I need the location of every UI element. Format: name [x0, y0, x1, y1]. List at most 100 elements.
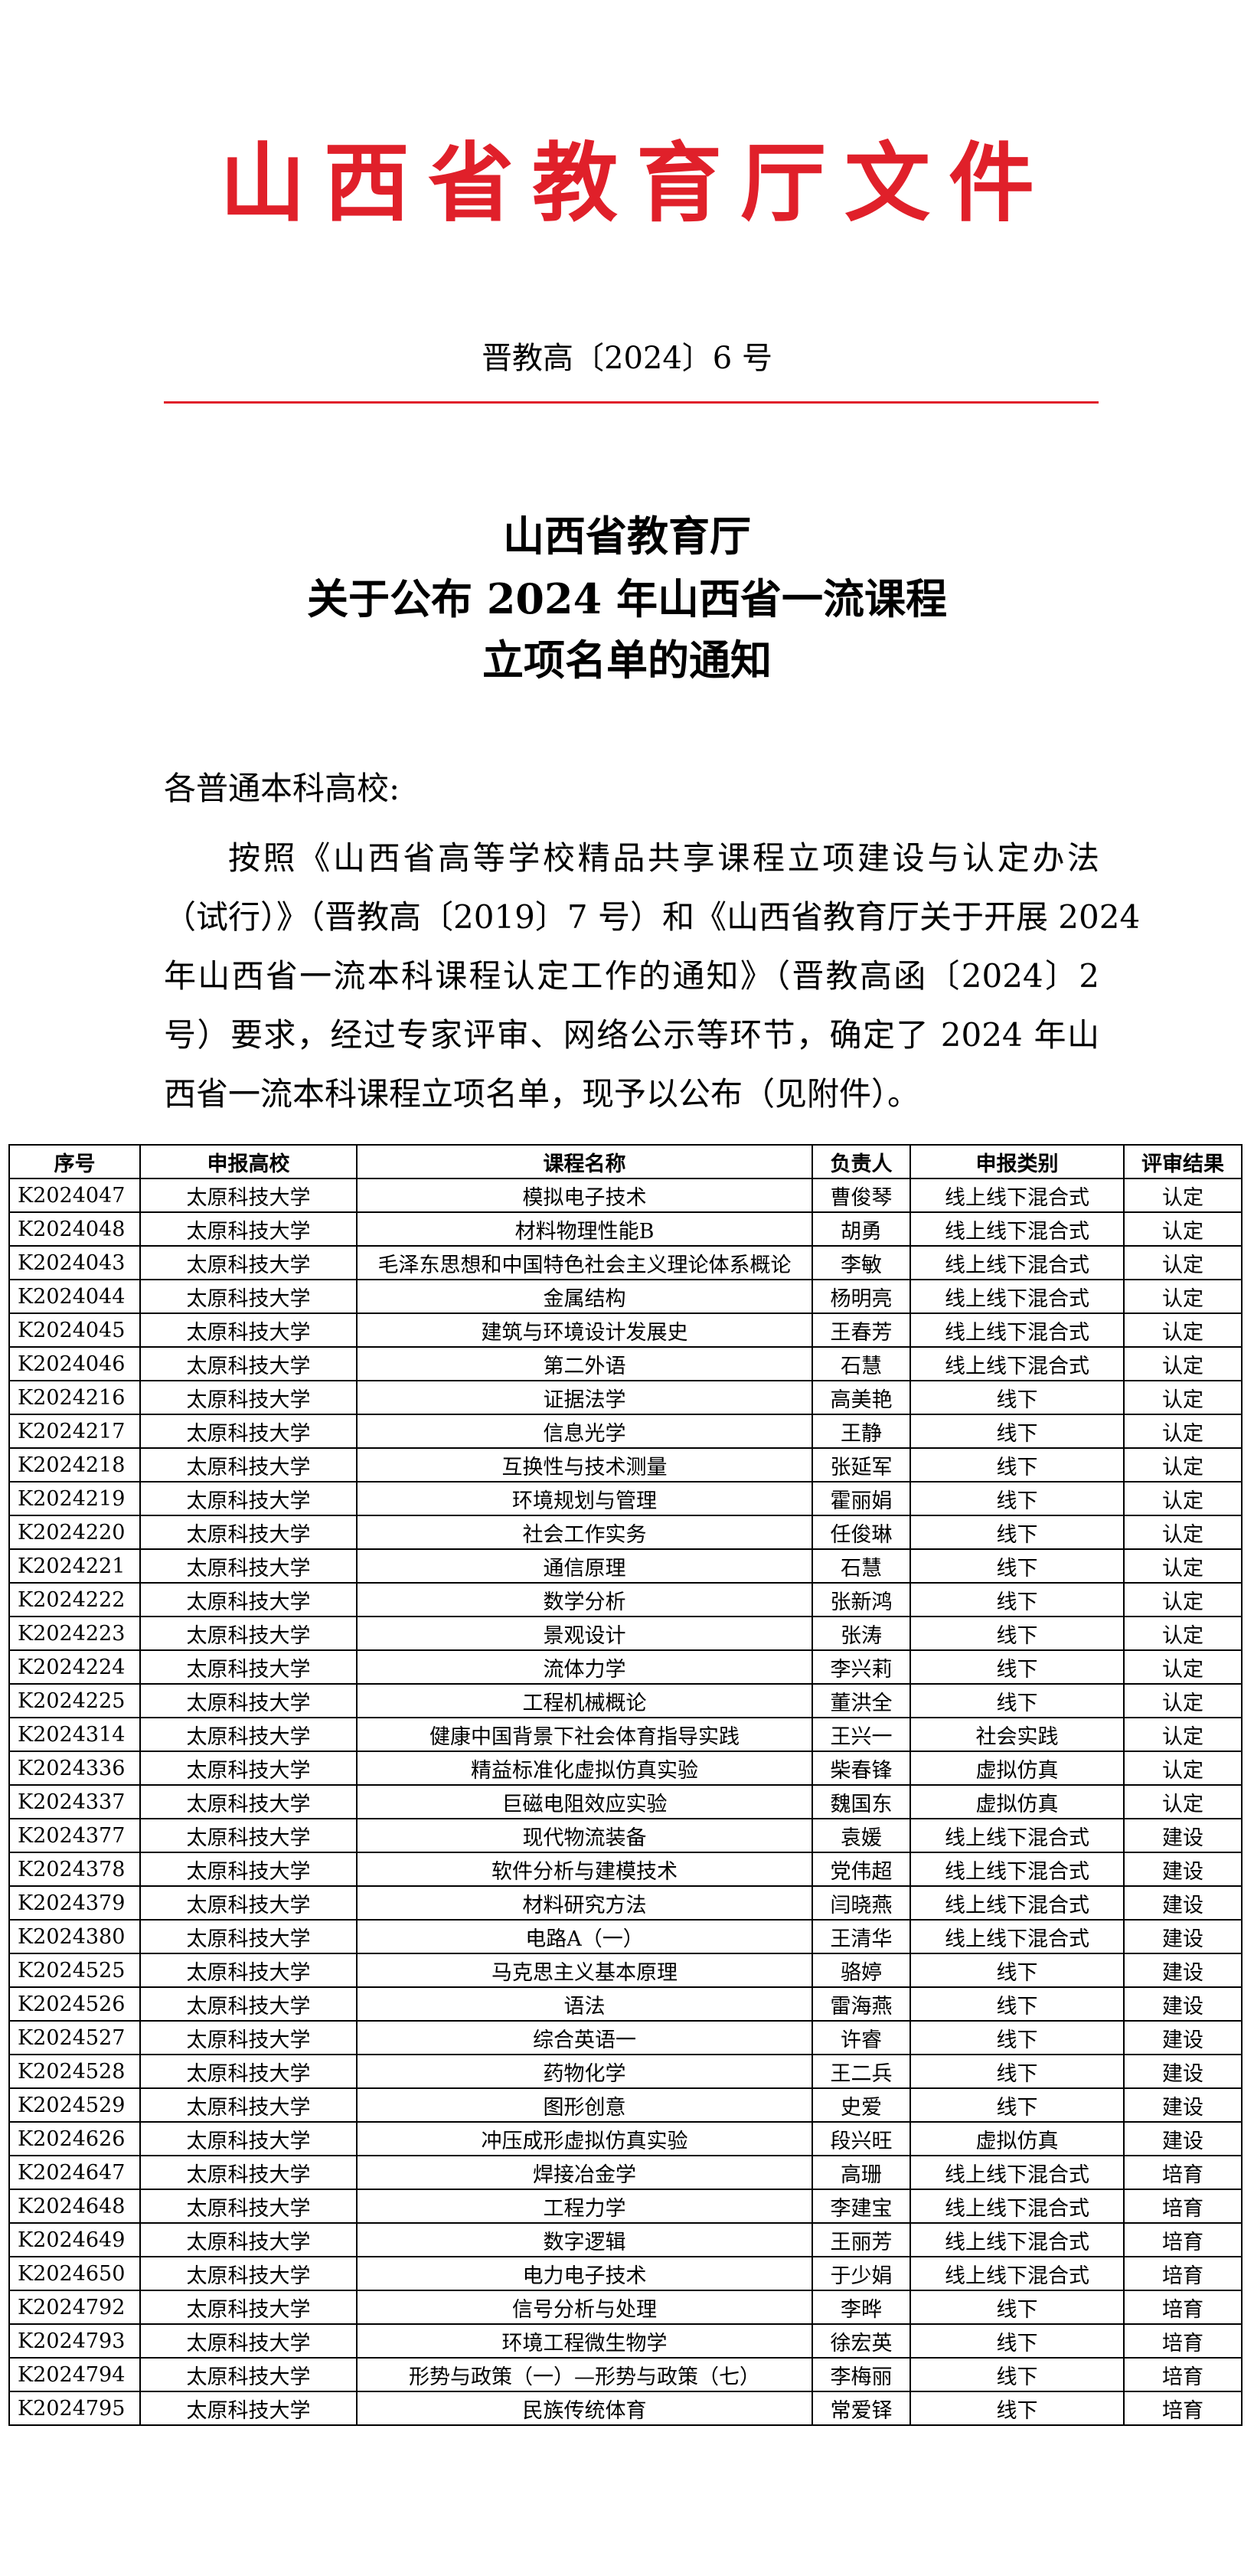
table-cell: 胡勇	[812, 1211, 911, 1247]
table-cell: 许睿	[812, 2020, 911, 2055]
table-cell: 线下	[909, 2357, 1125, 2392]
table-row: K2024045 太原科技大学 建筑与环境设计发展史 王春芳 线上线下混合式 认定	[8, 1313, 1243, 1348]
table-cell: K2024048	[8, 1211, 141, 1247]
table-cell: 太原科技大学	[139, 1380, 358, 1415]
table-cell: K2024337	[8, 1784, 141, 1819]
table-cell: 毛泽东思想和中国特色社会主义理论体系概论	[356, 1245, 813, 1280]
table-cell: 史爱	[812, 2087, 911, 2123]
table-cell: 李建宝	[812, 2189, 911, 2224]
table-cell: 金属结构	[356, 1279, 813, 1314]
table-cell: 数字逻辑	[356, 2222, 813, 2257]
table-cell: 信号分析与处理	[356, 2290, 813, 2325]
table-cell: 太原科技大学	[139, 2121, 358, 2156]
table-cell: 培育	[1123, 2189, 1243, 2224]
table-row: K2024222 太原科技大学 数学分析 张新鸿 线下 认定	[8, 1582, 1243, 1617]
table-row: K2024221 太原科技大学 通信原理 石慧 线下 认定	[8, 1548, 1243, 1584]
table-cell: 建设	[1123, 2020, 1243, 2055]
table-row: K2024528 太原科技大学 药物化学 王二兵 线下 建设	[8, 2054, 1243, 2089]
table-cell: 冲压成形虚拟仿真实验	[356, 2121, 813, 2156]
table-cell: 线上线下混合式	[909, 1245, 1125, 1280]
table-cell: 证据法学	[356, 1380, 813, 1415]
paragraph-line: 年山西省一流本科课程认定工作的通知》（晋教高函〔2024〕2	[164, 957, 1099, 995]
table-row: K2024224 太原科技大学 流体力学 李兴莉 线下 认定	[8, 1649, 1243, 1685]
table-cell: 认定	[1123, 1515, 1243, 1550]
table-cell: 线上线下混合式	[909, 1178, 1125, 1213]
table-cell: 认定	[1123, 1346, 1243, 1381]
paragraph-line: （试行）》（晋教高〔2019〕7 号）和《山西省教育厅关于开展 2024	[164, 898, 1141, 936]
table-cell: K2024314	[8, 1717, 141, 1752]
table-cell: 巨磁电阻效应实验	[356, 1784, 813, 1819]
table-cell: 王丽芳	[812, 2222, 911, 2257]
table-cell: 综合英语一	[356, 2020, 813, 2055]
table-cell: 模拟电子技术	[356, 1178, 813, 1213]
table-cell: 建设	[1123, 2121, 1243, 2156]
table-cell: K2024223	[8, 1616, 141, 1651]
table-cell: 太原科技大学	[139, 1683, 358, 1718]
table-cell: K2024793	[8, 2323, 141, 2359]
table-cell: 太原科技大学	[139, 1313, 358, 1348]
table-cell: 张新鸿	[812, 1582, 911, 1617]
table-cell: 线下	[909, 2391, 1125, 2426]
table-cell: 太原科技大学	[139, 1649, 358, 1685]
column-header: 评审结果	[1123, 1144, 1243, 1179]
table-cell: 马克思主义基本原理	[356, 1953, 813, 1988]
table-cell: 曹俊琴	[812, 1178, 911, 1213]
table-cell: 太原科技大学	[139, 1818, 358, 1853]
table-cell: 太原科技大学	[139, 1919, 358, 1954]
table-cell: K2024045	[8, 1313, 141, 1348]
table-cell: 石慧	[812, 1548, 911, 1584]
document-number: 晋教高〔2024〕6 号	[482, 341, 772, 376]
table-cell: 线下	[909, 2054, 1125, 2089]
table-cell: 线下	[909, 2290, 1125, 2325]
table-cell: 建设	[1123, 1818, 1243, 1853]
table-row: K2024380 太原科技大学 电路A（一） 王清华 线上线下混合式 建设	[8, 1919, 1243, 1954]
table-cell: 太原科技大学	[139, 2391, 358, 2426]
table-cell: 太原科技大学	[139, 2357, 358, 2392]
table-cell: 线上线下混合式	[909, 1818, 1125, 1853]
table-cell: 线下	[909, 1380, 1125, 1415]
table-cell: 环境规划与管理	[356, 1481, 813, 1516]
table-cell: 通信原理	[356, 1548, 813, 1584]
table-cell: 党伟超	[812, 1852, 911, 1887]
table-cell: 线下	[909, 1582, 1125, 1617]
table-cell: K2024795	[8, 2391, 141, 2426]
table-row: K2024529 太原科技大学 图形创意 史爱 线下 建设	[8, 2087, 1243, 2123]
table-cell: 焊接冶金学	[356, 2155, 813, 2190]
table-cell: 李敏	[812, 1245, 911, 1280]
table-cell: K2024225	[8, 1683, 141, 1718]
table-cell: K2024526	[8, 1986, 141, 2022]
table-cell: 语法	[356, 1986, 813, 2022]
table-cell: 太原科技大学	[139, 1852, 358, 1887]
table-cell: 第二外语	[356, 1346, 813, 1381]
table-cell: K2024528	[8, 2054, 141, 2089]
table-row: K2024219 太原科技大学 环境规划与管理 霍丽娟 线下 认定	[8, 1481, 1243, 1516]
table-cell: 流体力学	[356, 1649, 813, 1685]
notice-title: 山西省教育厅	[503, 512, 751, 561]
table-cell: 认定	[1123, 1211, 1243, 1247]
table-cell: 太原科技大学	[139, 2020, 358, 2055]
red-rule	[164, 401, 1099, 404]
table-cell: K2024047	[8, 1178, 141, 1213]
table-cell: 太原科技大学	[139, 1616, 358, 1651]
table-row: K2024626 太原科技大学 冲压成形虚拟仿真实验 段兴旺 虚拟仿真 建设	[8, 2121, 1243, 2156]
table-cell: 培育	[1123, 2290, 1243, 2325]
column-header: 申报类别	[909, 1144, 1125, 1179]
column-header: 申报高校	[139, 1144, 358, 1179]
table-cell: 高珊	[812, 2155, 911, 2190]
table-cell: 徐宏英	[812, 2323, 911, 2359]
table-cell: 太原科技大学	[139, 1346, 358, 1381]
table-cell: 太原科技大学	[139, 2155, 358, 2190]
table-row: K2024648 太原科技大学 工程力学 李建宝 线上线下混合式 培育	[8, 2189, 1243, 2224]
table-row: K2024647 太原科技大学 焊接冶金学 高珊 线上线下混合式 培育	[8, 2155, 1243, 2190]
table-cell: 认定	[1123, 1380, 1243, 1415]
table-cell: 现代物流装备	[356, 1818, 813, 1853]
table-cell: 社会实践	[909, 1717, 1125, 1752]
salutation: 各普通本科高校:	[164, 770, 400, 807]
table-row: K2024217 太原科技大学 信息光学 王静 线下 认定	[8, 1414, 1243, 1449]
table-cell: 王二兵	[812, 2054, 911, 2089]
table-cell: 线上线下混合式	[909, 1313, 1125, 1348]
notice-title: 立项名单的通知	[482, 636, 772, 685]
table-cell: 认定	[1123, 1178, 1243, 1213]
table-cell: 太原科技大学	[139, 2087, 358, 2123]
table-cell: 王静	[812, 1414, 911, 1449]
